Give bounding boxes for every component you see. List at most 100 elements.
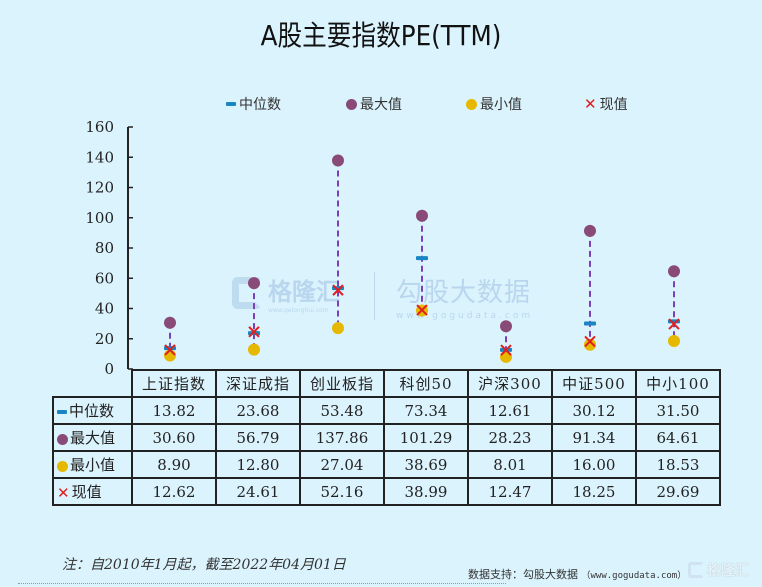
- table-cell: 73.34: [383, 396, 469, 425]
- chart-plot-area: 0 20 40 60 80 100 120 140 160: [85, 118, 680, 378]
- table-cell: 29.69: [635, 477, 721, 506]
- y-tick-label: 40: [95, 300, 114, 318]
- gelonghui-logo-icon: [688, 562, 704, 578]
- y-tick-label: 160: [85, 118, 114, 136]
- table-cell: 30.60: [131, 423, 217, 452]
- table-cell: 13.82: [131, 396, 217, 425]
- current-x-icon: ✕: [584, 95, 597, 113]
- min-dot-icon: [57, 460, 68, 472]
- table-column-header: 沪深300: [467, 369, 553, 398]
- table-cell: 27.04: [299, 450, 385, 479]
- max-dot-icon: [57, 433, 68, 445]
- row-label-text: 最小值: [70, 456, 116, 474]
- current-x-marker: [416, 304, 428, 316]
- legend-label: 最大值: [360, 97, 402, 113]
- data-table: 上证指数 深证成指 创业板指 科创50 沪深300 中证500 中小100 中位数 13.82 2…: [52, 369, 721, 506]
- table-row: 最小值 8.90 12.80 27.04 38.69 8.01 16.00 18.53: [52, 450, 721, 479]
- table-cell: 53.48: [299, 396, 385, 425]
- corner-logo-text: 格隆汇: [707, 563, 749, 579]
- table-column-header: 创业板指: [299, 369, 385, 398]
- table-cell: 56.79: [215, 423, 301, 452]
- table-cell: 16.00: [551, 450, 637, 479]
- table-corner: [53, 370, 132, 398]
- current-x-marker: [668, 318, 680, 330]
- table-cell: 8.90: [131, 450, 217, 479]
- table-cell: 12.80: [215, 450, 301, 479]
- table-header-row: 上证指数 深证成指 创业板指 科创50 沪深300 中证500 中小100: [53, 369, 721, 398]
- min-point: [248, 343, 260, 356]
- table-cell: 52.16: [299, 477, 385, 506]
- min-point: [164, 349, 176, 362]
- data-source: 数据支持：勾股大数据 （www.gogudata.com）: [468, 566, 686, 582]
- max-point: [416, 209, 428, 222]
- table-cell: 30.12: [551, 396, 637, 425]
- current-x-marker: [500, 344, 512, 356]
- footer-divider: [18, 583, 506, 584]
- chart-title: A股主要指数PE(TTM): [260, 19, 502, 52]
- table-cell: 64.61: [635, 423, 721, 452]
- source-url: （www.gogudata.com）: [581, 571, 687, 581]
- table-row: 最大值 30.60 56.79 137.86 101.29 28.23 91.34 64.61: [52, 423, 721, 452]
- table-cell: 12.47: [467, 477, 553, 506]
- y-tick-label: 140: [85, 148, 114, 166]
- table-row: 中位数 13.82 23.68 53.48 73.34 12.61 30.12 31.50: [52, 396, 721, 425]
- min-point: [500, 350, 512, 363]
- table-column-header: 深证成指: [215, 369, 301, 398]
- y-tick-label: 120: [85, 179, 114, 197]
- median-marker: [584, 321, 596, 326]
- table-cell: 18.53: [635, 450, 721, 479]
- table-cell: 91.34: [551, 423, 637, 452]
- median-dash-icon: [57, 410, 67, 414]
- row-label-text: 最大值: [70, 429, 116, 447]
- table-cell: 8.01: [467, 450, 553, 479]
- table-cell: 12.62: [131, 477, 217, 506]
- table-cell: 38.99: [383, 477, 469, 506]
- legend-label: 现值: [599, 97, 628, 113]
- table-cell: 38.69: [383, 450, 469, 479]
- max-dot-icon: [346, 98, 357, 110]
- min-point: [332, 322, 344, 335]
- max-point: [332, 154, 344, 167]
- footnote: 注：自2010年1月起，截至2022年04月01日: [62, 557, 346, 573]
- table-column-header: 中证500: [551, 369, 637, 398]
- y-tick-label: 60: [95, 269, 114, 287]
- table-row: ✕ 现值 12.62 24.61 52.16 38.99 12.47 18.25 29.69: [52, 477, 721, 506]
- table-row-label: ✕ 现值: [52, 477, 133, 506]
- y-tick-label: 80: [95, 239, 114, 257]
- table-cell: 101.29: [383, 423, 469, 452]
- current-x-marker: [164, 344, 176, 356]
- min-point: [584, 338, 596, 351]
- table-cell: 28.23: [467, 423, 553, 452]
- min-point: [668, 334, 680, 347]
- watermark-divider: [374, 272, 375, 320]
- row-label-text: 中位数: [69, 402, 115, 420]
- table-row-label: 最大值: [52, 423, 133, 452]
- table-cell: 24.61: [215, 477, 301, 506]
- legend-label: 最小值: [480, 97, 522, 113]
- y-tick-label: 100: [85, 209, 114, 227]
- table-cell: 31.50: [635, 396, 721, 425]
- corner-logo: 格隆汇: [688, 560, 749, 580]
- table-row-label: 中位数: [52, 396, 133, 425]
- legend-item-current: ✕ 现值: [584, 94, 628, 114]
- table-column-header: 上证指数: [131, 369, 217, 398]
- current-x-marker: [248, 326, 260, 338]
- median-dash-icon: [226, 102, 236, 106]
- legend-item-min: 最小值: [466, 94, 522, 114]
- median-marker: [416, 256, 428, 261]
- table-cell: 23.68: [215, 396, 301, 425]
- current-x-marker: [332, 284, 344, 296]
- max-point: [500, 320, 512, 333]
- max-point: [248, 277, 260, 290]
- max-point: [668, 265, 680, 278]
- legend-item-median: 中位数: [226, 94, 281, 114]
- source-label: 数据支持：勾股大数据: [468, 568, 578, 581]
- y-tick-label: 20: [95, 330, 114, 348]
- row-label-text: 现值: [71, 483, 102, 501]
- table-row-label: 最小值: [52, 450, 133, 479]
- table-column-header: 科创50: [383, 369, 469, 398]
- table-column-header: 中小100: [635, 369, 721, 398]
- y-tick-label: 0: [104, 360, 114, 378]
- table-cell: 12.61: [467, 396, 553, 425]
- legend: 中位数 最大值 最小值 ✕ 现值: [0, 94, 762, 116]
